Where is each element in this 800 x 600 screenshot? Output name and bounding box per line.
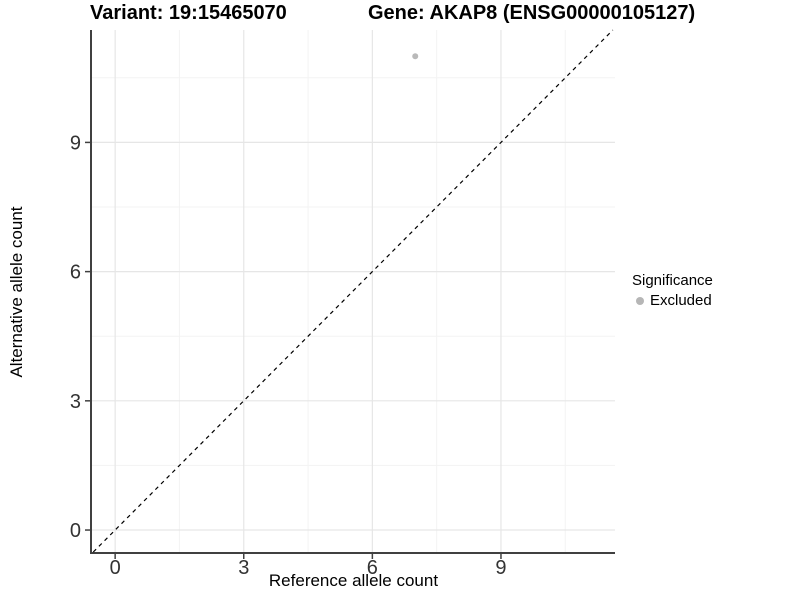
gene-title: Gene: AKAP8 (ENSG00000105127): [368, 2, 696, 24]
variant-title: Variant: 19:15465070: [90, 2, 287, 24]
x-tick-label: 3: [238, 557, 249, 579]
data-point: [412, 53, 419, 60]
y-tick-label: 6: [70, 262, 81, 284]
legend-title: Significance: [632, 272, 713, 289]
y-tick-label: 0: [70, 520, 81, 542]
legend-label: Excluded: [650, 292, 712, 309]
x-tick-label: 9: [495, 557, 506, 579]
y-tick-label: 3: [70, 391, 81, 413]
x-tick-label: 6: [367, 557, 378, 579]
x-tick-label: 0: [110, 557, 121, 579]
identity-dashed-line: [92, 29, 614, 553]
legend-entry-excluded: Excluded: [630, 292, 713, 309]
x-axis-title: Reference allele count: [268, 571, 439, 590]
y-axis-title: Alternative allele count: [7, 206, 26, 378]
legend: Significance Excluded: [630, 272, 713, 309]
y-tick-label: 9: [70, 132, 81, 154]
excluded-point-icon: [636, 296, 644, 305]
